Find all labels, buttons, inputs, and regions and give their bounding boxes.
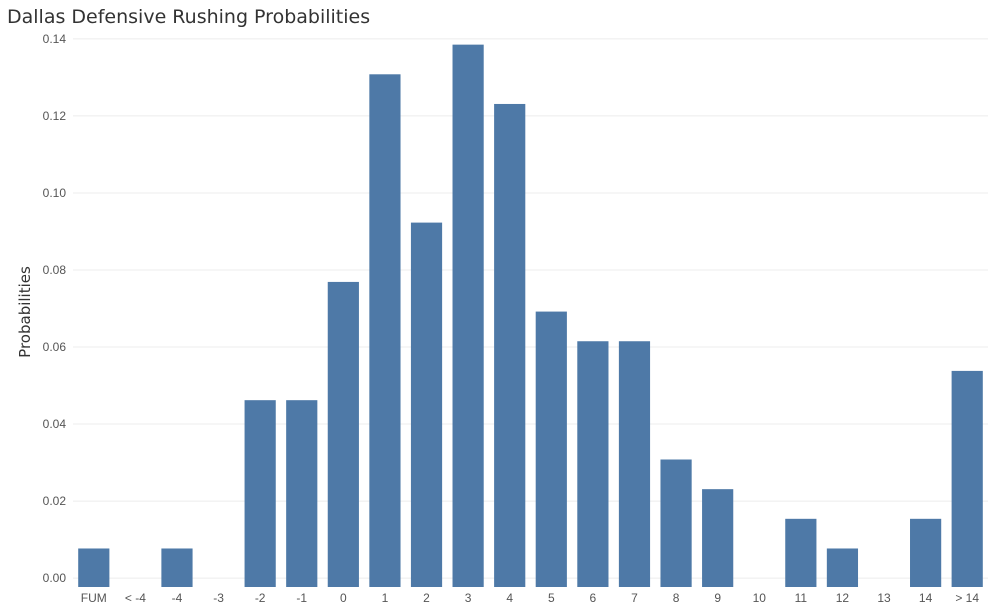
x-tick-label: -1	[296, 591, 307, 605]
x-tick-label: 13	[877, 591, 891, 605]
bar[interactable]	[785, 518, 817, 587]
x-axis-ticks: FUM < -4 -4 -3 -2 -1 0 1 2 3 4 5 6 7 8 9 10 11 12 13 14 > 14	[81, 591, 980, 605]
x-tick-label: 5	[548, 591, 555, 605]
bar[interactable]	[535, 311, 567, 587]
y-axis-label: Probabilities	[16, 266, 34, 358]
bar[interactable]	[286, 400, 318, 587]
x-tick-label: 12	[836, 591, 850, 605]
x-tick-label: 7	[631, 591, 638, 605]
bars	[78, 44, 983, 588]
bar[interactable]	[826, 548, 859, 587]
bar[interactable]	[660, 459, 692, 587]
bar[interactable]	[910, 518, 942, 587]
bar[interactable]	[161, 548, 193, 587]
x-tick-label: 0	[340, 591, 347, 605]
y-tick-label: 0.04	[43, 417, 67, 431]
bar[interactable]	[410, 222, 443, 587]
y-tick-label: 0.00	[43, 571, 67, 585]
bar[interactable]	[244, 400, 276, 587]
y-tick-label: 0.06	[43, 340, 67, 354]
bar[interactable]	[494, 103, 526, 588]
bar[interactable]	[951, 370, 983, 587]
y-tick-label: 0.10	[43, 186, 67, 200]
x-tick-label: 3	[465, 591, 472, 605]
bar[interactable]	[369, 74, 401, 587]
bar[interactable]	[327, 281, 359, 587]
x-tick-label: < -4	[125, 591, 146, 605]
bar[interactable]	[577, 341, 609, 587]
x-tick-label: 1	[382, 591, 389, 605]
x-tick-label: 14	[919, 591, 933, 605]
gridlines	[73, 38, 988, 579]
x-tick-label: 4	[506, 591, 513, 605]
y-axis-ticks: 0.00 0.02 0.04 0.06 0.08 0.10 0.12 0.14	[43, 32, 67, 585]
x-tick-label: 10	[753, 591, 767, 605]
y-tick-label: 0.14	[43, 32, 67, 46]
x-tick-label: -4	[172, 591, 183, 605]
bar[interactable]	[702, 489, 734, 587]
x-tick-label: FUM	[81, 591, 107, 605]
x-tick-label: 8	[673, 591, 680, 605]
x-tick-label: 9	[714, 591, 721, 605]
x-tick-label: 6	[590, 591, 597, 605]
y-tick-label: 0.08	[43, 263, 67, 277]
x-tick-label: -3	[213, 591, 224, 605]
bar[interactable]	[78, 548, 110, 587]
bar[interactable]	[452, 44, 484, 587]
x-tick-label: -2	[255, 591, 266, 605]
chart-title: Dallas Defensive Rushing Probabilities	[7, 6, 371, 28]
bar[interactable]	[618, 341, 651, 587]
x-tick-label: 2	[423, 591, 430, 605]
y-tick-label: 0.12	[43, 109, 67, 123]
x-tick-label: > 14	[955, 591, 979, 605]
y-tick-label: 0.02	[43, 494, 67, 508]
x-tick-label: 11	[795, 591, 808, 605]
